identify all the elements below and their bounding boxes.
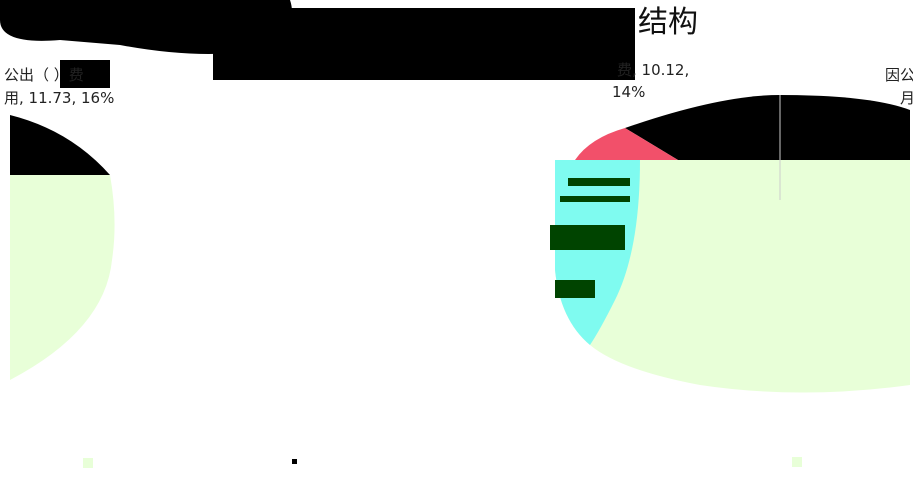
data-label: 月: [900, 89, 913, 107]
legend-marker: [83, 458, 93, 468]
data-label: 公出（ ）费: [4, 66, 84, 84]
stripe: [550, 225, 625, 250]
stripe: [560, 196, 630, 202]
pie-slice-dark: [10, 115, 110, 175]
legend-marker: [292, 459, 297, 464]
legend-marker: [792, 457, 802, 467]
redaction: [213, 8, 635, 80]
data-label: 14%: [612, 83, 645, 101]
pie-slice-dark: [625, 95, 910, 160]
stripe: [568, 178, 630, 186]
pie-slice-cyan: [555, 160, 640, 345]
stripe: [555, 280, 595, 298]
redaction: [60, 60, 110, 88]
title-fragment: 结构: [638, 5, 698, 40]
pie-slice-red: [575, 128, 678, 160]
data-label: 费, 10.12,: [617, 61, 689, 79]
pie-slice-light: [10, 175, 115, 380]
data-label: 因公: [885, 66, 913, 84]
pie-slice-light: [555, 160, 910, 393]
data-label: 用, 11.73, 16%: [4, 89, 114, 107]
